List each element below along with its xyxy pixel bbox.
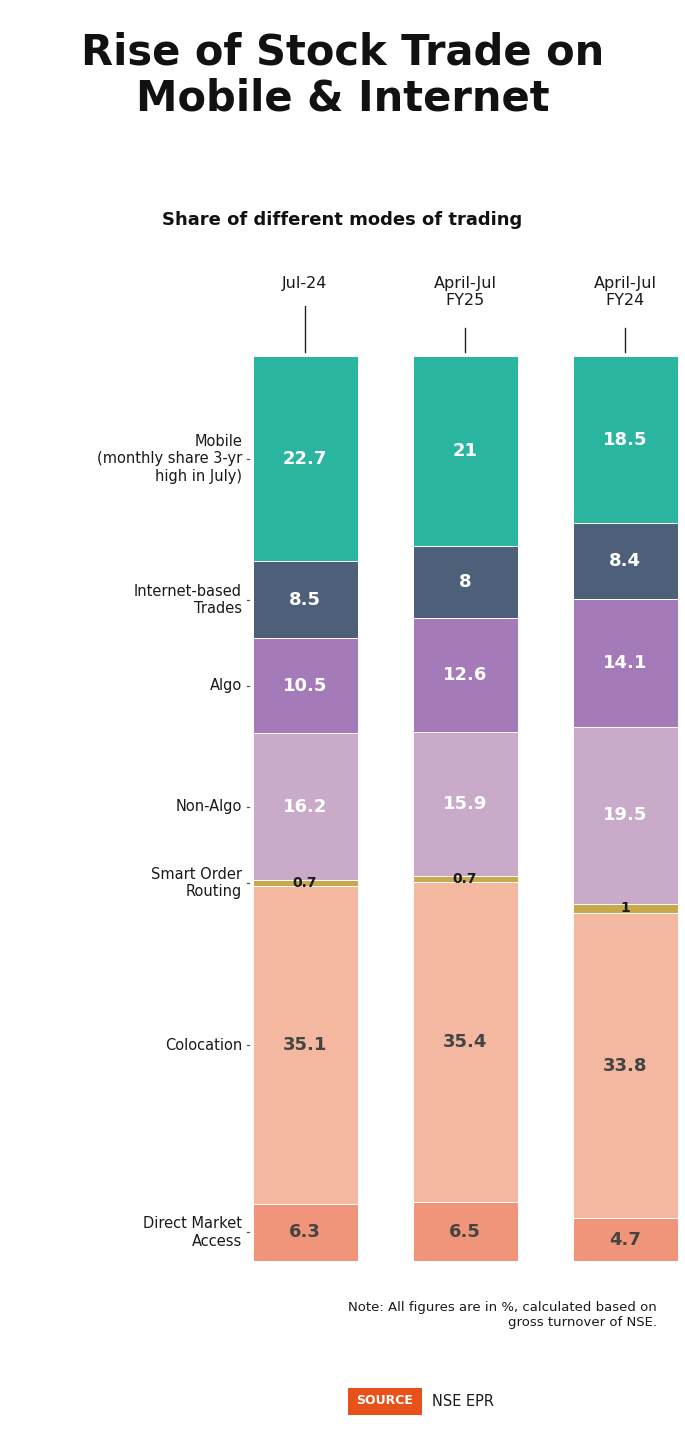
Text: NSE EPR: NSE EPR: [432, 1394, 494, 1408]
Text: 0.7: 0.7: [453, 872, 477, 886]
Bar: [573, 912, 677, 1219]
Text: 14.1: 14.1: [603, 654, 647, 672]
Bar: [573, 523, 677, 600]
Text: 35.1: 35.1: [283, 1037, 327, 1054]
Bar: [253, 881, 358, 886]
Text: Non-Algo: Non-Algo: [175, 800, 242, 814]
Text: April-Jul
FY25: April-Jul FY25: [434, 276, 497, 308]
Bar: [253, 886, 358, 1205]
Text: 8: 8: [459, 573, 471, 591]
Text: Direct Market
Access: Direct Market Access: [143, 1216, 242, 1249]
Bar: [573, 904, 677, 912]
Bar: [253, 356, 358, 561]
Text: Note: All figures are in %, calculated based on
gross turnover of NSE.: Note: All figures are in %, calculated b…: [348, 1301, 657, 1329]
Bar: [573, 356, 677, 523]
Text: SOURCE: SOURCE: [357, 1394, 414, 1407]
Text: 33.8: 33.8: [603, 1057, 647, 1074]
Bar: [412, 882, 517, 1202]
Text: 8.5: 8.5: [289, 591, 321, 609]
Bar: [253, 733, 358, 881]
Bar: [253, 638, 358, 733]
Bar: [412, 545, 517, 619]
Text: 10.5: 10.5: [283, 677, 327, 696]
Text: 4.7: 4.7: [609, 1231, 641, 1249]
Text: 35.4: 35.4: [443, 1034, 487, 1051]
Bar: [253, 1205, 358, 1261]
Text: Mobile
(monthly share 3-yr
high in July): Mobile (monthly share 3-yr high in July): [97, 434, 242, 483]
Bar: [348, 1388, 422, 1414]
Text: 6.3: 6.3: [289, 1223, 321, 1242]
Text: 21: 21: [453, 442, 477, 460]
Bar: [412, 356, 517, 545]
Bar: [253, 561, 358, 638]
Text: 12.6: 12.6: [443, 667, 487, 684]
Bar: [573, 600, 677, 727]
Text: 16.2: 16.2: [283, 798, 327, 816]
Text: 6.5: 6.5: [449, 1223, 481, 1241]
Text: 15.9: 15.9: [443, 795, 487, 813]
Text: Smart Order
Routing: Smart Order Routing: [151, 868, 242, 899]
Bar: [573, 1219, 677, 1261]
Bar: [573, 727, 677, 904]
Text: 19.5: 19.5: [603, 807, 647, 824]
Text: Jul-24: Jul-24: [282, 276, 327, 291]
Text: Algo: Algo: [210, 678, 242, 694]
Text: 8.4: 8.4: [609, 552, 641, 570]
Text: 18.5: 18.5: [603, 431, 647, 448]
Text: 1: 1: [620, 901, 630, 915]
Text: Rise of Stock Trade on
Mobile & Internet: Rise of Stock Trade on Mobile & Internet: [81, 30, 604, 120]
Text: April-Jul
FY24: April-Jul FY24: [593, 276, 656, 308]
Text: Internet-based
Trades: Internet-based Trades: [134, 584, 242, 616]
Text: Colocation: Colocation: [165, 1038, 242, 1053]
Bar: [412, 1202, 517, 1261]
Bar: [412, 732, 517, 876]
Text: 22.7: 22.7: [283, 450, 327, 467]
Bar: [412, 876, 517, 882]
Bar: [412, 619, 517, 732]
Text: 0.7: 0.7: [292, 876, 317, 891]
Text: Share of different modes of trading: Share of different modes of trading: [162, 211, 523, 228]
